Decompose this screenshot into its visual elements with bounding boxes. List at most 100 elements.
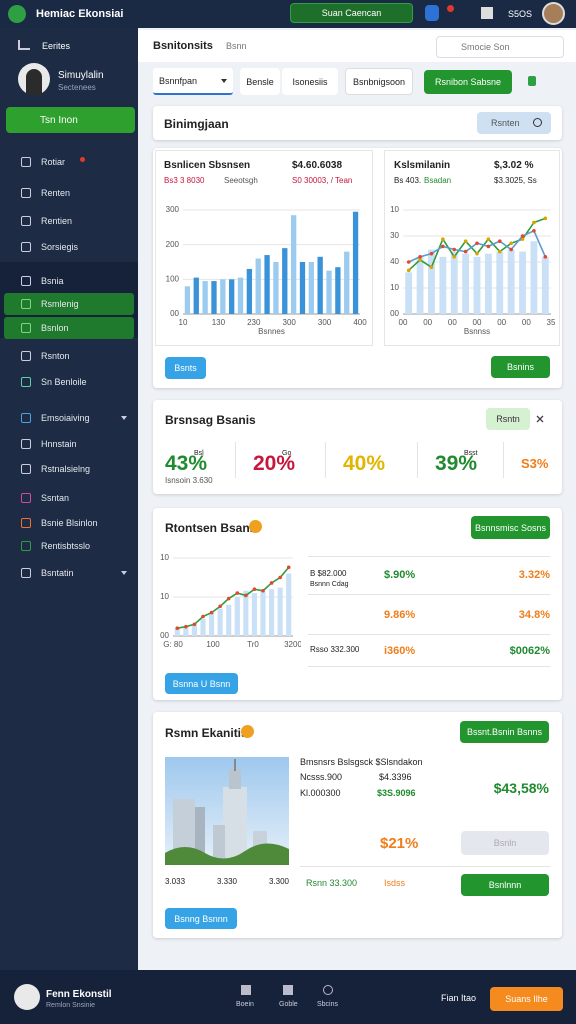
menu-item[interactable]: Hnnstain	[41, 439, 77, 449]
button[interactable]: Rsntn	[486, 408, 530, 430]
point	[532, 220, 536, 225]
point	[429, 251, 434, 256]
button[interactable]: Bsnnsmisc Sosns	[471, 516, 550, 539]
caption-text: 3.300	[268, 877, 289, 886]
button[interactable]: Bsnna U Bsnn	[165, 673, 238, 694]
link[interactable]: Fian Itao	[441, 993, 477, 1003]
filter-button[interactable]: Bsnbnigsoon	[345, 68, 413, 95]
profile-name: Simuylalin	[58, 70, 104, 81]
tab[interactable]: Bsnn	[226, 41, 247, 51]
point	[543, 255, 548, 259]
bar	[226, 604, 232, 636]
menu-item[interactable]: Rentien	[41, 216, 73, 226]
y-tick-label: 40	[390, 257, 399, 266]
nav-icon[interactable]	[283, 985, 293, 995]
top-button[interactable]: Suan Caencan	[290, 3, 413, 23]
nav-label[interactable]: Boein	[236, 1001, 254, 1008]
button[interactable]: Bsnlnnn	[461, 874, 549, 896]
avatar[interactable]	[542, 2, 565, 25]
menu-item[interactable]: Emsoiaiving	[41, 413, 90, 423]
bar	[269, 589, 275, 636]
menu-item[interactable]: Bsnie Blsinlon	[41, 518, 98, 528]
y-tick-label: 00	[390, 309, 399, 318]
button[interactable]: Suans Ilhe	[490, 987, 563, 1011]
x-tick-label: Tr0	[247, 640, 259, 649]
menu-item[interactable]: Rotiar	[41, 157, 66, 167]
nav-label[interactable]: Sbcins	[317, 1001, 339, 1008]
menu-item[interactable]: Bsnia	[41, 276, 64, 286]
bar	[234, 597, 240, 636]
bar	[416, 256, 424, 314]
divider	[300, 866, 550, 867]
search[interactable]: Smocie Son	[436, 36, 564, 58]
badge	[241, 725, 254, 738]
menu-item[interactable]: Bsnlon	[41, 323, 69, 333]
point	[509, 247, 513, 252]
bar	[246, 268, 253, 314]
image-caption: 3.033 3.330 3.300	[165, 877, 289, 886]
bar	[243, 590, 249, 636]
icon[interactable]	[481, 7, 493, 19]
dropdown-label: Bsnnfpan	[159, 76, 198, 86]
icon[interactable]	[425, 5, 439, 21]
button[interactable]: Bsnins	[491, 356, 550, 378]
filter-button[interactable]: Isonesiis	[282, 68, 338, 95]
combo-chart: 00 10 10 G: 80 100 Tr0 3200	[160, 553, 301, 649]
menu-item[interactable]: Bsntatin	[41, 568, 74, 578]
bar-chart: 00 100 200 300 10 130 230 300 300 400 Bsnnes	[166, 205, 368, 336]
bar	[220, 279, 226, 314]
button[interactable]: Bsnng Bsnnn	[165, 908, 237, 929]
table-cell: B $82.000	[310, 569, 347, 578]
x-tick-label: 35	[547, 318, 556, 327]
bar	[326, 270, 332, 314]
nav-label[interactable]: Goble	[279, 1001, 298, 1008]
bar	[496, 251, 504, 314]
button[interactable]: Bsnts	[165, 357, 206, 379]
point	[192, 622, 197, 627]
menu-item[interactable]: Rsnton	[41, 351, 70, 361]
toggle[interactable]: Rsnten	[477, 112, 551, 134]
icon[interactable]	[528, 76, 536, 86]
nav-icon[interactable]	[323, 985, 333, 995]
menu-item[interactable]: Ssntan	[41, 493, 70, 503]
primary-button[interactable]: Tsn Inon	[6, 107, 135, 133]
bar	[277, 587, 283, 636]
bar	[462, 253, 470, 314]
logo[interactable]	[8, 5, 26, 23]
dropdown[interactable]: Bsnnfpan	[153, 68, 233, 95]
y-tick-label: 10	[160, 592, 169, 601]
header: Bsnitonsits Bsnn Smocie Son	[138, 30, 576, 62]
panel-title: Kslsmilanin	[394, 160, 451, 171]
user-role: Remlon Snsinie	[46, 1002, 96, 1009]
toggle-label: Rsnten	[491, 118, 520, 128]
table-cell: Rsso 332.300	[310, 645, 360, 654]
primary-button[interactable]: Rsnibon Sabsne	[424, 70, 512, 94]
menu-item[interactable]: Renten	[41, 188, 71, 198]
filter-button[interactable]: Bensle	[240, 68, 280, 95]
x-tick-label: 10	[179, 318, 188, 327]
button[interactable]: Bssnt.Bsnin Bsnns	[460, 721, 549, 743]
table-cell: i360%	[384, 645, 416, 657]
avatar	[14, 984, 40, 1010]
stat-value: 20%	[253, 452, 296, 475]
code: S5OS	[508, 9, 533, 19]
highlight: $43,58%	[493, 780, 549, 796]
icon[interactable]	[18, 40, 30, 50]
close-icon[interactable]	[535, 414, 545, 424]
nav-icon[interactable]	[241, 985, 251, 995]
button[interactable]: Bsnln	[461, 831, 549, 855]
stat-note: Bsst	[464, 450, 478, 457]
x-tick-label: 300	[318, 318, 332, 327]
bar	[211, 281, 217, 314]
y-tick-label: 10	[390, 283, 399, 292]
bar	[255, 258, 261, 314]
banner-card: Binimgjaan Rsnten	[153, 106, 562, 140]
menu-item[interactable]: Rsmlenig	[41, 299, 79, 309]
menu-item[interactable]: Sn Benloile	[41, 377, 87, 387]
avatar	[18, 63, 50, 95]
x-tick-label: 00	[473, 318, 482, 327]
tab[interactable]: Bsnitonsits	[153, 40, 213, 52]
menu-item[interactable]: Rentisbtsslo	[41, 541, 91, 551]
menu-item[interactable]: Sorsiegis	[41, 242, 79, 252]
menu-item[interactable]: Rstnalsielng	[41, 464, 91, 474]
